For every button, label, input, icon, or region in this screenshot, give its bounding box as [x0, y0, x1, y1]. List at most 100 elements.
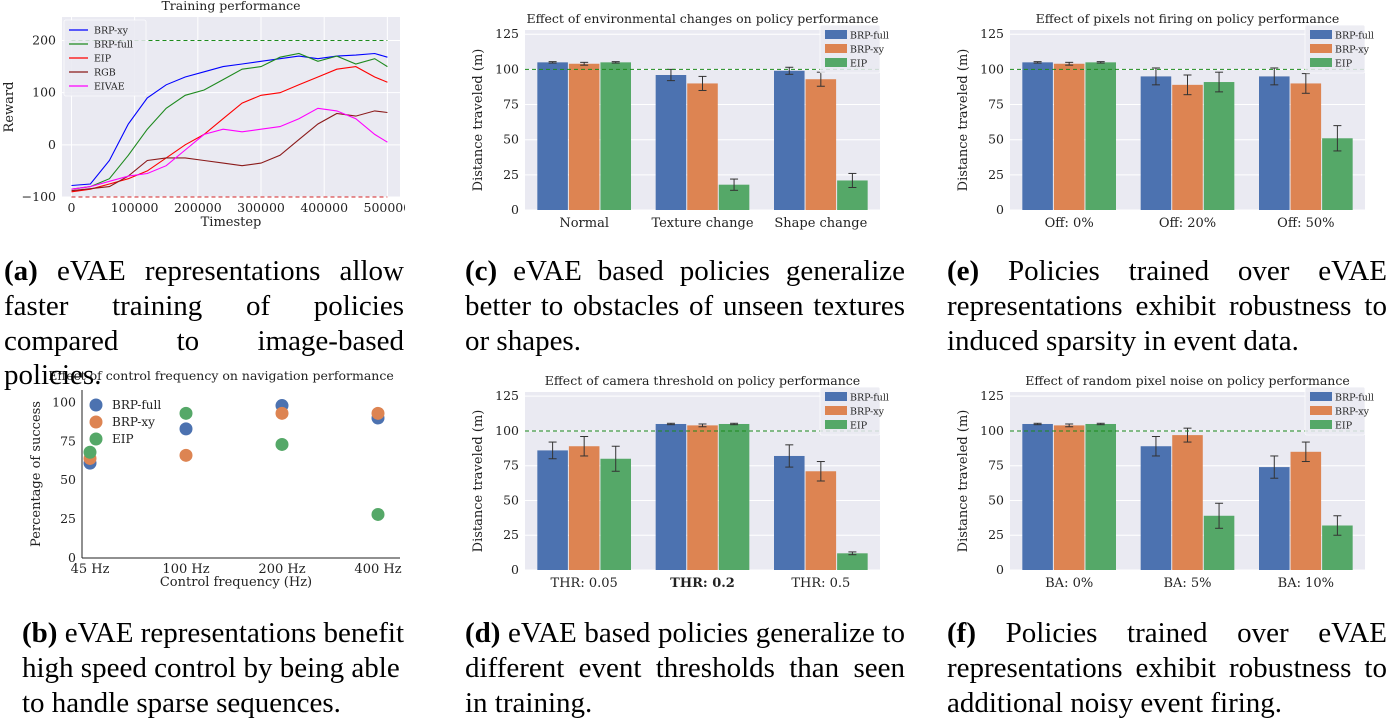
caption-c: (c) eVAE based policies generalize bette… [465, 254, 905, 358]
chart-svg-b: 0 25 50 75 100 Effect of control frequency on… [29, 368, 402, 590]
x-tick-label: Off: 0% [1045, 216, 1094, 231]
chart-title: Effect of pixels not firing on policy pe… [1036, 11, 1340, 26]
bar [655, 75, 687, 210]
x-tick-label: 200 Hz [258, 562, 305, 577]
caption-a-label: (a) [4, 255, 38, 287]
bar [1140, 76, 1172, 210]
bar [1290, 83, 1322, 210]
caption-f-text: Policies trained over eVAE representatio… [947, 617, 1387, 719]
caption-b-text: eVAE representations benefit high speed … [22, 617, 404, 719]
plot-background [82, 390, 400, 558]
x-tick-label: THR: 0.5 [791, 576, 850, 591]
y-tick-label: 25 [988, 167, 1004, 182]
scatter-point [179, 422, 193, 436]
legend-label: EIP [112, 432, 134, 446]
caption-a-text: eVAE representations allow faster traini… [4, 255, 404, 392]
legend-label: BRP-xy [112, 415, 155, 429]
bar [1022, 62, 1053, 210]
legend-swatch [1310, 420, 1332, 429]
y-axis-label: Reward [2, 82, 17, 133]
y-tick-label: 50 [60, 472, 76, 487]
x-tick-label: 300000 [237, 200, 285, 215]
chart-svg-a: −100 0 100 200 Training performance Reward 0 10… [2, 0, 405, 230]
y-tick-label: 125 [495, 388, 519, 403]
caption-d-text: eVAE based policies generalize to differ… [465, 617, 905, 719]
y-tick-label: 0 [48, 137, 56, 152]
y-tick-label: 125 [980, 388, 1004, 403]
legend-label: BRP-xy [850, 45, 885, 56]
bar [805, 471, 837, 570]
legend-swatch [1310, 58, 1332, 67]
legend-label: EIP [1335, 421, 1353, 432]
chart-panel-b: 0 25 50 75 100 Effect of control frequency on… [0, 362, 415, 597]
legend-label: BRP-full [850, 31, 889, 42]
legend-label: BRP-xy [94, 26, 129, 37]
scatter-point [275, 437, 289, 451]
y-tick-label: 75 [988, 458, 1004, 473]
bar [537, 450, 568, 570]
scatter-point [179, 406, 193, 420]
x-tick-label: BA: 10% [1278, 576, 1334, 591]
y-tick-label: 100 [980, 61, 1004, 76]
legend: BRP-full BRP-xy EIP [89, 398, 161, 446]
y-tick-label: 75 [60, 433, 76, 448]
y-tick-label: 50 [988, 132, 1004, 147]
legend-label: BRP-xy [1335, 45, 1370, 56]
x-tick-label: Off: 50% [1277, 216, 1334, 231]
bar [1053, 425, 1085, 570]
legend-label: EIVAE [94, 82, 125, 93]
y-tick-label: 100 [495, 423, 519, 438]
chart-panel-a: −100 0 100 200 Training performance Reward 0 10… [0, 0, 405, 240]
y-tick-label: 125 [980, 26, 1004, 41]
legend-label: BRP-full [1335, 31, 1374, 42]
legend-swatch [825, 30, 847, 39]
bar [837, 553, 868, 570]
x-tick-label: BA: 5% [1163, 576, 1211, 591]
bar [1022, 423, 1053, 570]
series-line [71, 110, 388, 192]
series-line [71, 52, 388, 190]
y-tick-label: 75 [503, 458, 519, 473]
legend-label: EIP [1335, 59, 1353, 70]
chart-panel-d: 0 25 50 75 100 125 Effect of camera threshold … [460, 362, 910, 597]
y-axis-label: Percentage of success [29, 401, 44, 547]
legend-swatch [825, 58, 847, 67]
bar [568, 63, 600, 210]
bar [1085, 423, 1116, 570]
y-tick-label: 0 [511, 202, 519, 217]
bar [718, 423, 750, 570]
y-tick-label: 0 [996, 562, 1004, 577]
y-tick-label: 25 [988, 527, 1004, 542]
legend-label: EIP [850, 59, 868, 70]
y-tick-label: 100 [32, 85, 56, 100]
legend-swatch [825, 392, 847, 401]
x-tick-label: Off: 20% [1159, 216, 1216, 231]
y-tick-label: 50 [503, 132, 519, 147]
scatter-point [275, 406, 289, 420]
y-tick-label: 200 [32, 32, 56, 47]
y-tick-label: 0 [511, 562, 519, 577]
x-axis-label: Timestep [201, 215, 262, 230]
y-tick-label: 75 [988, 97, 1004, 112]
bar [1203, 82, 1235, 210]
bar [1053, 63, 1085, 210]
y-tick-label: −100 [22, 189, 56, 204]
y-tick-label: 25 [60, 511, 76, 526]
legend-label: BRP-xy [1335, 407, 1370, 418]
y-tick-label: 100 [52, 394, 76, 409]
bar [805, 79, 837, 210]
legend-swatch [89, 432, 103, 446]
bar [774, 70, 805, 210]
bar [1259, 76, 1290, 210]
x-tick-label: 400000 [300, 200, 348, 215]
y-axis-label: Distance traveled (m) [471, 410, 486, 553]
legend-swatch [1310, 406, 1332, 415]
bar [568, 446, 600, 570]
caption-e: (e) Policies trained over eVAE represent… [947, 254, 1387, 358]
legend-box [63, 19, 147, 97]
y-tick-label: 50 [988, 492, 1004, 507]
legend-label: BRP-full [1335, 393, 1374, 404]
x-tick-label: Normal [559, 216, 609, 231]
x-tick-label: 45 Hz [71, 562, 110, 577]
bar [1172, 84, 1203, 210]
